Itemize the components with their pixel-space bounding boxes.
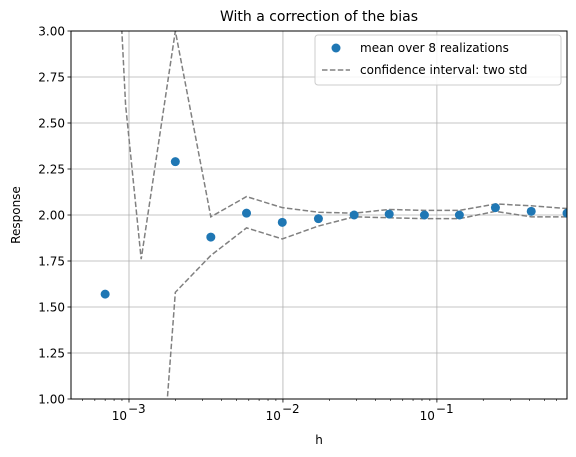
x-tick-exponent: −2 (282, 402, 300, 416)
y-axis-label: Response (9, 186, 23, 244)
mean-point (490, 203, 500, 213)
y-tick-label: 2.00 (38, 208, 65, 222)
mean-point (100, 289, 110, 299)
confidence-interval-line (121, 31, 567, 260)
y-tick-label: 1.75 (38, 254, 65, 268)
x-tick-base: 10 (420, 409, 435, 423)
mean-point (313, 214, 323, 224)
legend-marker-mean (331, 43, 341, 53)
x-tick-exponent: −3 (128, 402, 146, 416)
y-tick-label: 1.00 (38, 392, 65, 406)
mean-point (349, 210, 359, 220)
mean-point (170, 157, 180, 167)
legend: mean over 8 realizations confidence inte… (314, 34, 562, 86)
mean-point (526, 206, 536, 216)
y-tick-label: 2.25 (38, 162, 65, 176)
legend-label-mean: mean over 8 realizations (360, 41, 509, 55)
x-tick-exponent: −1 (436, 402, 454, 416)
plot-series (100, 31, 567, 399)
y-tick-label: 2.50 (38, 116, 65, 130)
x-tick-base: 10 (266, 409, 281, 423)
x-axis-label: h (315, 433, 323, 447)
x-tick-label: 10 −1 (420, 402, 454, 423)
x-tick-label: 10 −3 (112, 402, 146, 423)
x-tick-base: 10 (112, 409, 127, 423)
chart-title: With a correction of the bias (220, 9, 418, 25)
legend-box (314, 34, 562, 86)
mean-point (277, 217, 287, 227)
x-tick-label: 10 −2 (266, 402, 300, 423)
y-tick-label: 3.00 (38, 24, 65, 38)
mean-point (206, 232, 216, 242)
mean-point (419, 210, 429, 220)
legend-label-confidence: confidence interval: two std (360, 63, 527, 77)
mean-point (454, 210, 464, 220)
mean-point (384, 209, 394, 219)
y-tick-label: 2.75 (38, 70, 65, 84)
y-tick-label: 1.50 (38, 300, 65, 314)
y-tick-label: 1.25 (38, 346, 65, 360)
mean-point (562, 208, 567, 218)
mean-point (242, 208, 252, 218)
